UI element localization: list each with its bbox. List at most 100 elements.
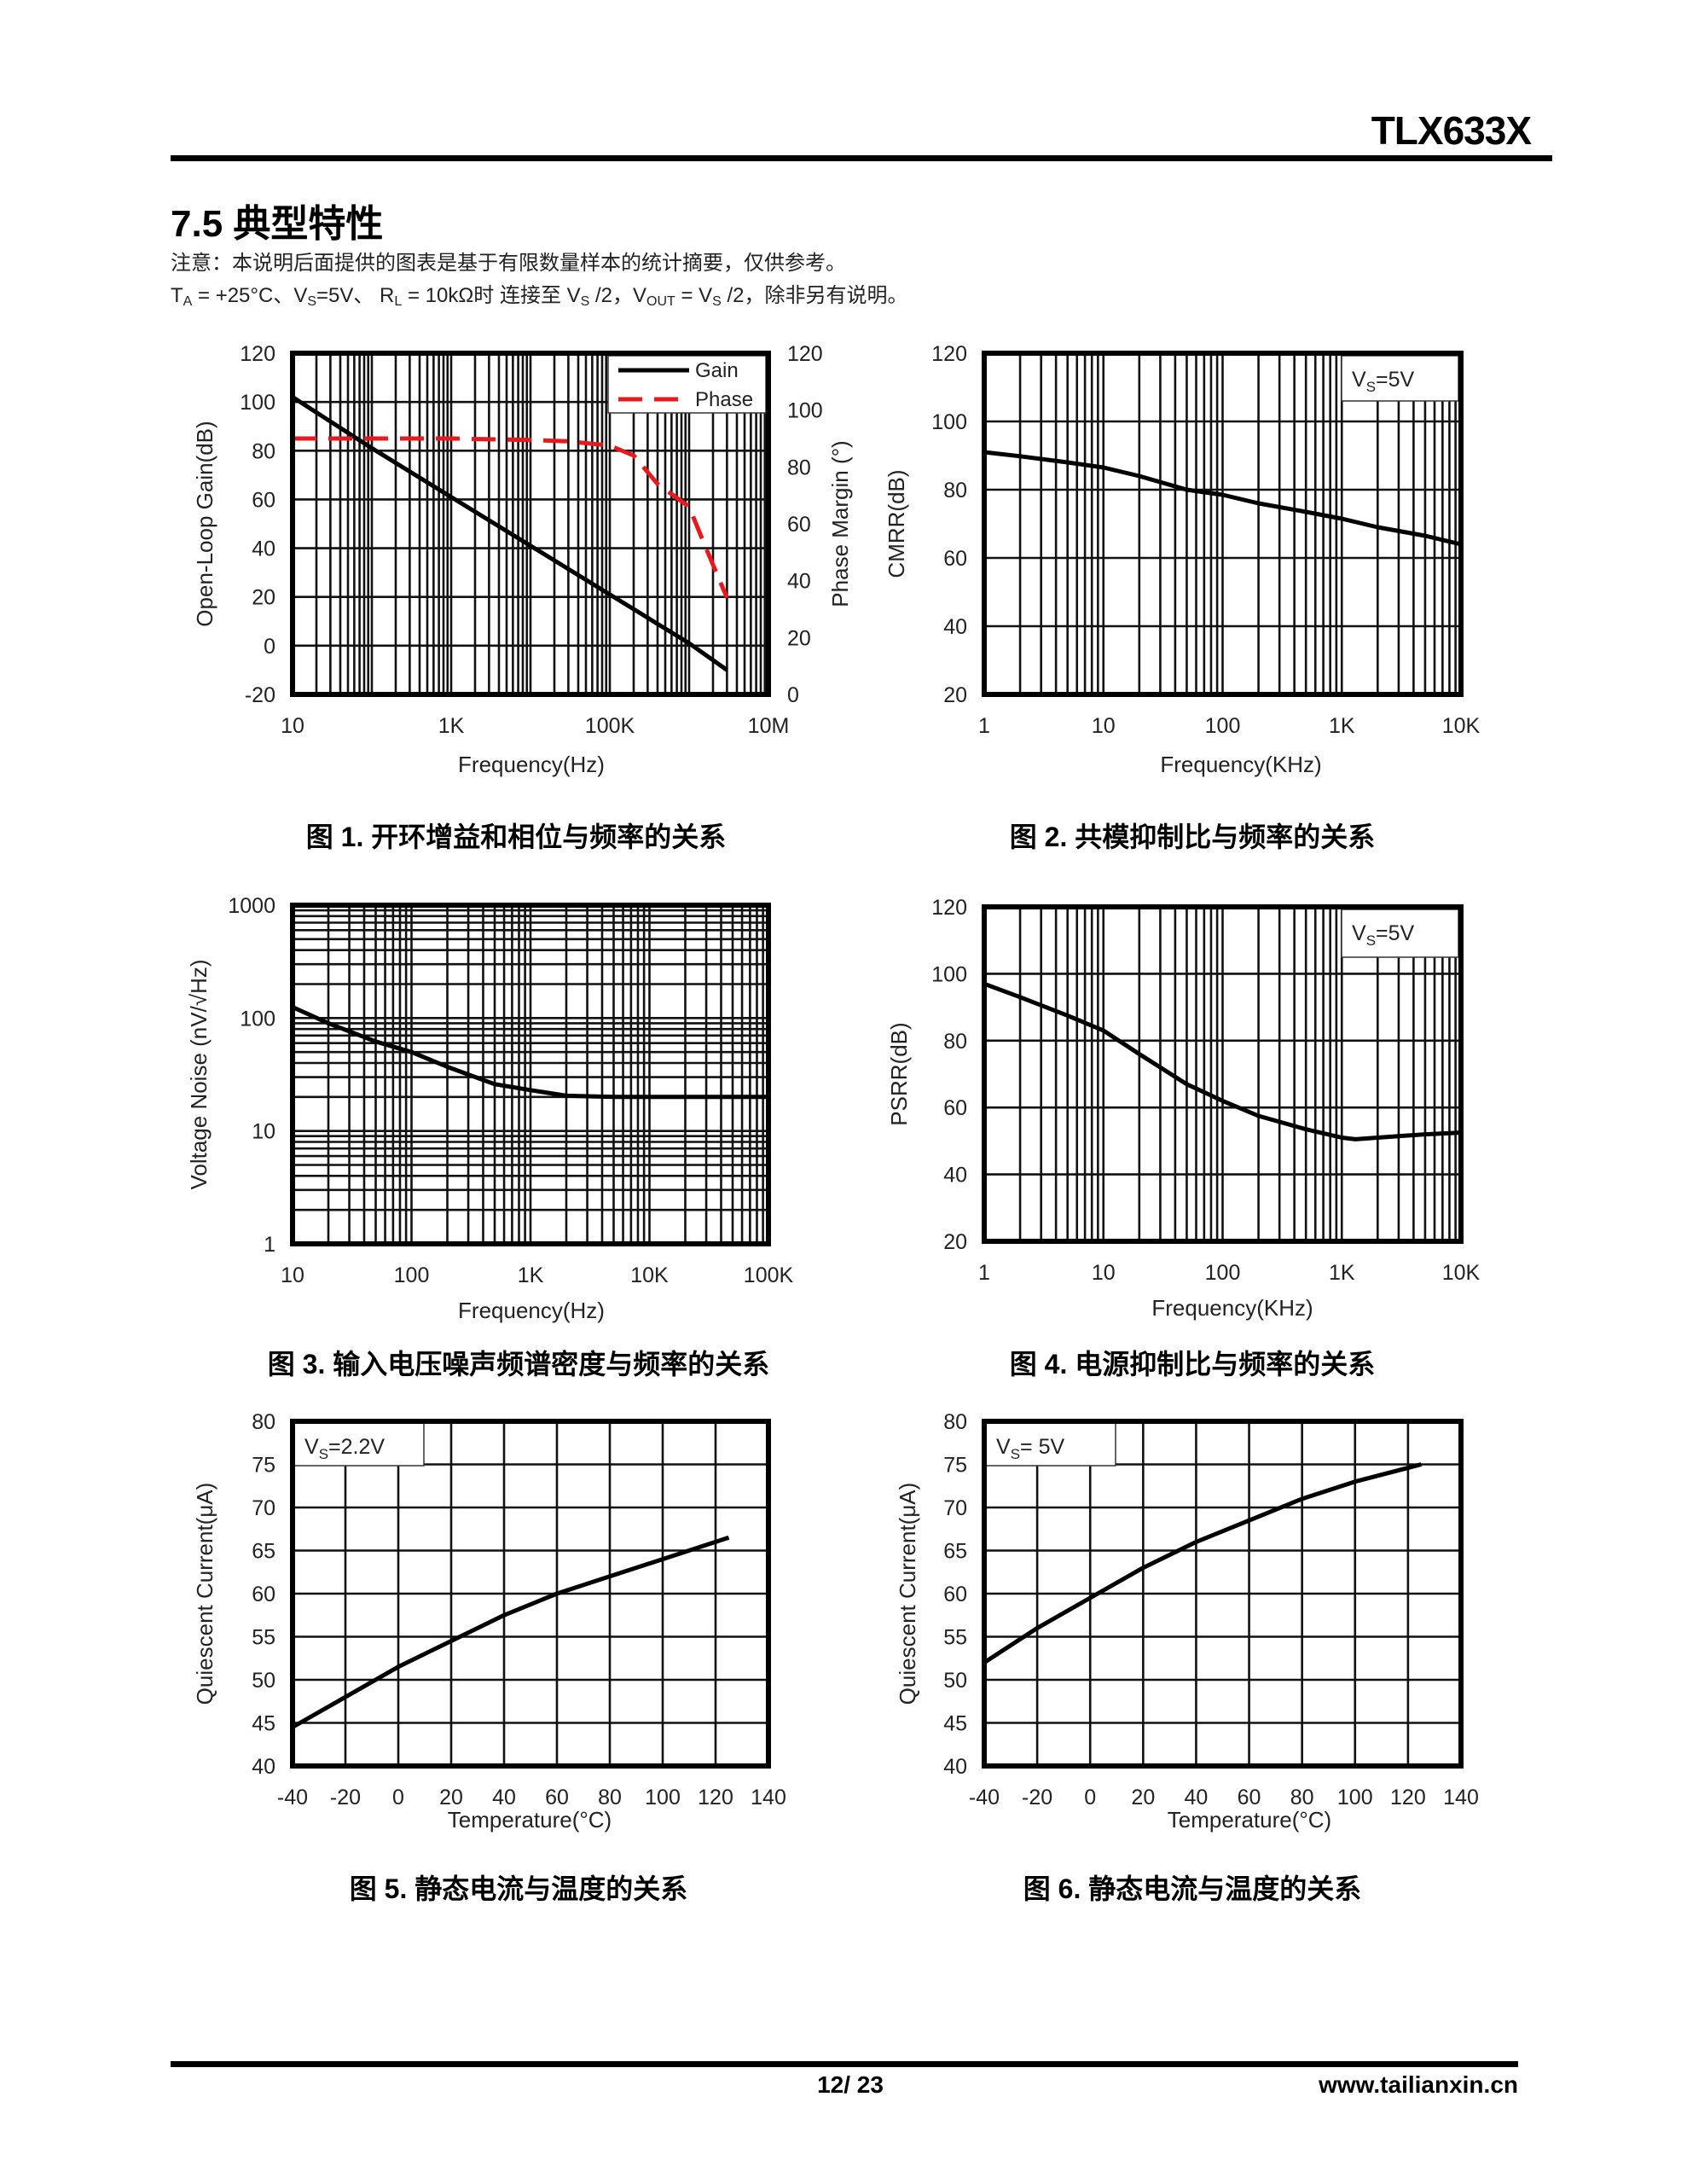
chart-4: VS=5V 1 10 100 1K 10K 20 40 60 80 100 120 Frequency(… (886, 896, 1481, 1321)
annotation-main: V (1352, 921, 1366, 945)
cond-text: /2，V (589, 284, 647, 307)
y-tick-label: 60 (943, 1096, 967, 1120)
legend-label: Gain (695, 359, 739, 382)
document-id: TLX633X (1371, 108, 1532, 153)
y-tick-label: 40 (943, 1755, 967, 1779)
annotation-label: VS=5V (1352, 368, 1415, 395)
annotation-box (293, 1422, 425, 1467)
annotation-box (1341, 909, 1459, 958)
y-tick-label: 55 (943, 1626, 967, 1650)
y-tick-label: 45 (943, 1712, 967, 1736)
chart-3: 10 100 1K 10K 100K1101001000Frequency(Hz)Vol… (186, 894, 794, 1323)
x-tick-label: -40 (969, 1786, 1000, 1809)
x-tick-label: 120 (1390, 1786, 1426, 1809)
x-axis-title: Frequency(Hz) (458, 1298, 605, 1323)
series-line-quiescent-current (291, 1535, 730, 1729)
y-tick-label: 45 (252, 1712, 275, 1736)
x-tick-label: 80 (1290, 1786, 1314, 1809)
page-number: 12/ 23 (817, 2071, 884, 2098)
x-tick-label: 140 (1443, 1786, 1479, 1809)
cond-text: = +25°C、V (192, 284, 308, 307)
x-tick-label: 100 (1337, 1786, 1373, 1809)
y-tick-label: 65 (943, 1540, 967, 1564)
section-title: 7.5 典型特性 (171, 203, 384, 245)
y-tick-label: 70 (252, 1496, 275, 1520)
x-tick-label: 0 (392, 1786, 404, 1809)
x-axis-title: Temperature(°C) (1168, 1807, 1331, 1833)
y-tick-label: 100 (931, 962, 967, 986)
y-tick-label: 120 (240, 342, 275, 366)
x-tick-label: 1K (1329, 1261, 1355, 1285)
x-axis-title: Temperature(°C) (448, 1807, 612, 1833)
annotation-rest: = 5V (1020, 1435, 1064, 1459)
annotation-sub: S (319, 1446, 328, 1462)
chart-2: VS=5V 1 10 100 1K 10K 20 40 60 80 100 120 Frequency(… (884, 342, 1481, 777)
annotation-sub: S (1366, 379, 1376, 395)
annotation-sub: S (1366, 932, 1376, 949)
y-tick-label: 50 (943, 1669, 967, 1693)
y2-tick-label: 120 (787, 342, 823, 366)
annotation-rest: =5V (1376, 368, 1415, 392)
x-tick-label: 40 (492, 1786, 516, 1809)
annotation-main: V (304, 1435, 319, 1459)
x-axis-title: Frequency(KHz) (1151, 1295, 1313, 1321)
figure-2-caption: 图 2. 共模抑制比与频率的关系 (1009, 822, 1376, 852)
plot-frame (982, 904, 1464, 1244)
x-tick-label: -40 (277, 1786, 308, 1809)
y-tick-label: 20 (252, 586, 275, 610)
series-line-cmrr (983, 450, 1462, 547)
y-tick-label: 60 (252, 488, 275, 512)
y-tick-label: 60 (252, 1583, 275, 1606)
x-tick-label: 10K (1442, 714, 1481, 738)
x-tick-label: 80 (598, 1786, 622, 1809)
y-tick-label: 75 (943, 1454, 967, 1478)
plot-frame (290, 1419, 771, 1769)
x-tick-label: 1 (978, 1261, 990, 1285)
plot-frame (982, 351, 1464, 697)
legend-label: Phase (695, 388, 753, 411)
annotation-label: VS= 5V (996, 1435, 1064, 1462)
y-tick-label: 65 (252, 1540, 275, 1564)
x-tick-label: 10 (1092, 714, 1116, 738)
annotation-label: VS=2.2V (304, 1435, 385, 1462)
cond-text: = 10kΩ时 连接至 V (402, 284, 581, 307)
cond-text: /2，除非另有说明。 (721, 284, 908, 307)
y-tick-label: 75 (252, 1454, 275, 1478)
x-tick-label: 100 (1205, 714, 1241, 738)
test-conditions: TA = +25°C、VS=5V、 RL = 10kΩ时 连接至 VS /2，V… (171, 278, 908, 310)
y2-tick-label: 40 (787, 570, 811, 594)
y-tick-label: 50 (252, 1669, 275, 1693)
plot-frame (290, 903, 771, 1246)
y-tick-label: 20 (943, 683, 967, 707)
figure-1-caption: 图 1. 开环增益和相位与频率的关系 (305, 822, 727, 852)
y-tick-label: 20 (943, 1230, 967, 1254)
annotation-sub: S (1011, 1446, 1020, 1462)
y2-tick-label: 60 (787, 513, 811, 537)
y-axis-title: Quiescent Current(μA) (895, 1483, 920, 1705)
y-tick-label: 80 (252, 439, 275, 463)
x-tick-label: 100 (1205, 1261, 1241, 1285)
y-axis-title: Quiescent Current(μA) (192, 1483, 217, 1705)
y-tick-label: 120 (931, 896, 967, 920)
y-axis-title: Voltage Noise (nV/√Hz) (186, 959, 212, 1189)
annotation-main: V (1352, 368, 1366, 392)
y-tick-label: 80 (252, 1410, 275, 1434)
y2-tick-label: 20 (787, 626, 811, 650)
y-axis-title: Open-Loop Gain(dB) (192, 421, 217, 626)
header-divider (171, 155, 1552, 161)
website-link[interactable]: www.tailianxin.cn (1319, 2071, 1518, 2098)
y-tick-label: 100 (931, 410, 967, 434)
y-axis-title: PSRR(dB) (886, 1022, 912, 1125)
series-line-psrr (983, 981, 1462, 1141)
chart-5: VS=2.2V -40 -20 0 20 40 60 80 100 120 140 40 45 50 55 6… (192, 1410, 786, 1833)
y-tick-label: 80 (943, 1410, 967, 1434)
x-tick-label: 10 (281, 714, 304, 738)
cond-sub: A (183, 294, 193, 309)
plot-frame (982, 1419, 1464, 1769)
figure-3-caption: 图 3. 输入电压噪声频谱密度与频率的关系 (267, 1349, 770, 1380)
cond-text: = V (675, 284, 713, 307)
x-tick-label: 100K (585, 714, 635, 738)
annotation-main: V (996, 1435, 1011, 1459)
y-tick-label: 40 (252, 537, 275, 561)
